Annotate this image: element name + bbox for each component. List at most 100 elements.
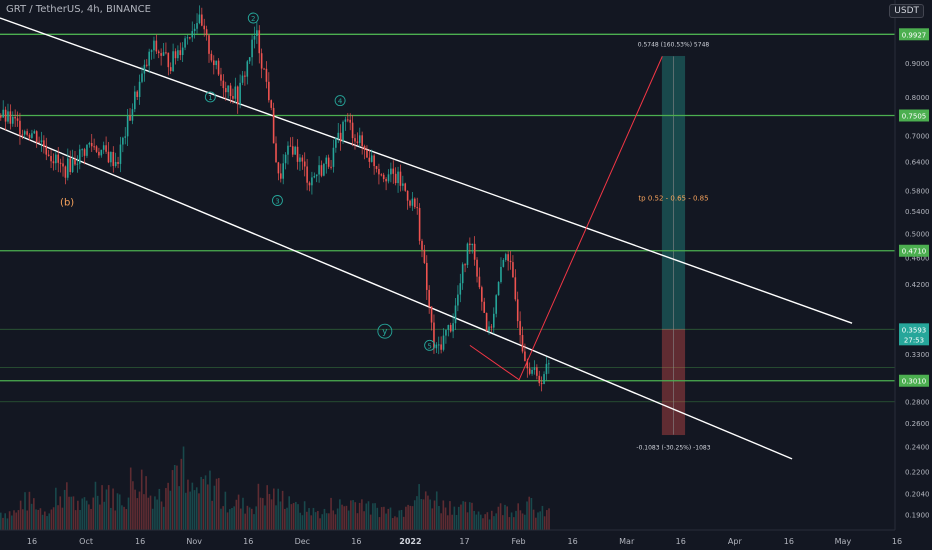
volume-bar — [244, 513, 246, 530]
x-tick-label: 16 — [135, 537, 145, 546]
candle — [248, 57, 251, 62]
volume-bar — [402, 516, 405, 530]
candle — [270, 100, 273, 108]
y-tick-label: 0.2200 — [905, 469, 930, 477]
candle — [189, 37, 191, 39]
candle — [497, 281, 500, 296]
volume-bar — [116, 493, 119, 530]
currency-button[interactable]: USDT — [889, 4, 924, 18]
candle — [325, 157, 328, 164]
candle — [454, 305, 457, 324]
candle — [430, 306, 433, 323]
volume-bar — [217, 478, 220, 530]
volume-bar — [59, 496, 62, 530]
volume-bar — [535, 517, 537, 530]
candle — [69, 158, 72, 173]
volume-bar — [499, 503, 502, 530]
volume-bar — [387, 508, 390, 530]
volume-bar — [52, 507, 55, 530]
volume-bar — [79, 510, 81, 530]
candle — [483, 301, 486, 313]
candle — [423, 249, 426, 263]
volume-bar — [490, 510, 493, 530]
candle — [504, 254, 507, 260]
volume-bar — [33, 498, 35, 530]
candle — [356, 141, 359, 143]
candle — [258, 30, 261, 54]
candle — [67, 158, 69, 178]
volume-bar — [28, 491, 31, 530]
volume-bar — [88, 504, 90, 530]
candle — [59, 162, 62, 164]
volume-bar — [444, 507, 447, 530]
volume-bar — [246, 505, 249, 530]
volume-bar — [361, 499, 363, 530]
level-price-label: 0.7505 — [902, 112, 927, 120]
candle — [449, 325, 452, 332]
volume-bar — [477, 511, 480, 530]
volume-bar — [114, 510, 117, 530]
volume-bar — [248, 507, 251, 530]
volume-bar — [418, 484, 420, 530]
volume-bar — [259, 497, 262, 530]
candle — [327, 157, 330, 167]
candle — [335, 138, 337, 148]
candle — [344, 119, 347, 122]
candle — [16, 118, 19, 121]
volume-bar — [213, 485, 216, 530]
candle — [481, 287, 483, 302]
volume-bar — [453, 506, 456, 530]
volume-bar — [11, 515, 13, 530]
candle — [81, 149, 83, 151]
candle — [296, 146, 299, 162]
candle — [122, 137, 124, 145]
candle — [294, 146, 296, 155]
volume-bar — [422, 499, 425, 530]
candle — [138, 81, 141, 97]
volume-bar — [405, 506, 407, 530]
volume-bar — [176, 465, 178, 530]
volume-bar — [347, 510, 350, 530]
volume-layer — [0, 446, 550, 530]
candle — [181, 47, 184, 56]
volume-bar — [411, 506, 414, 530]
volume-bar — [50, 509, 53, 530]
volume-bar — [180, 458, 183, 530]
volume-bar — [367, 501, 370, 530]
volume-bar — [424, 491, 427, 530]
y-tick-label: 0.5000 — [905, 230, 930, 238]
volume-bar — [413, 500, 416, 530]
candle — [478, 276, 481, 288]
candle — [35, 131, 38, 142]
candle — [368, 157, 371, 162]
candle — [471, 243, 474, 246]
volume-bar — [464, 501, 467, 530]
candle — [416, 207, 419, 209]
symbol-title: GRT / TetherUS, 4h, BINANCE — [6, 4, 151, 15]
volume-bar — [363, 511, 365, 530]
volume-bar — [6, 518, 9, 530]
candle — [320, 165, 323, 176]
wave-label-circle — [272, 195, 283, 206]
wave-label-circle — [377, 323, 393, 339]
volume-bar — [204, 475, 207, 530]
candle — [311, 177, 313, 186]
candle — [531, 369, 533, 374]
volume-bar — [85, 500, 88, 530]
candle — [95, 146, 98, 152]
volume-bar — [66, 482, 68, 530]
volume-bar — [173, 464, 176, 530]
volume-bar — [121, 505, 123, 530]
volume-bar — [341, 504, 343, 530]
candle — [399, 171, 402, 186]
volume-bar — [72, 496, 75, 530]
volume-bar — [235, 499, 238, 530]
wave-label: (b) — [60, 198, 74, 209]
candle — [277, 162, 280, 174]
volume-bar — [215, 478, 218, 530]
volume-bar — [460, 504, 462, 530]
volume-bar — [182, 446, 185, 530]
candle — [272, 107, 275, 144]
level-price-tag — [899, 109, 929, 122]
